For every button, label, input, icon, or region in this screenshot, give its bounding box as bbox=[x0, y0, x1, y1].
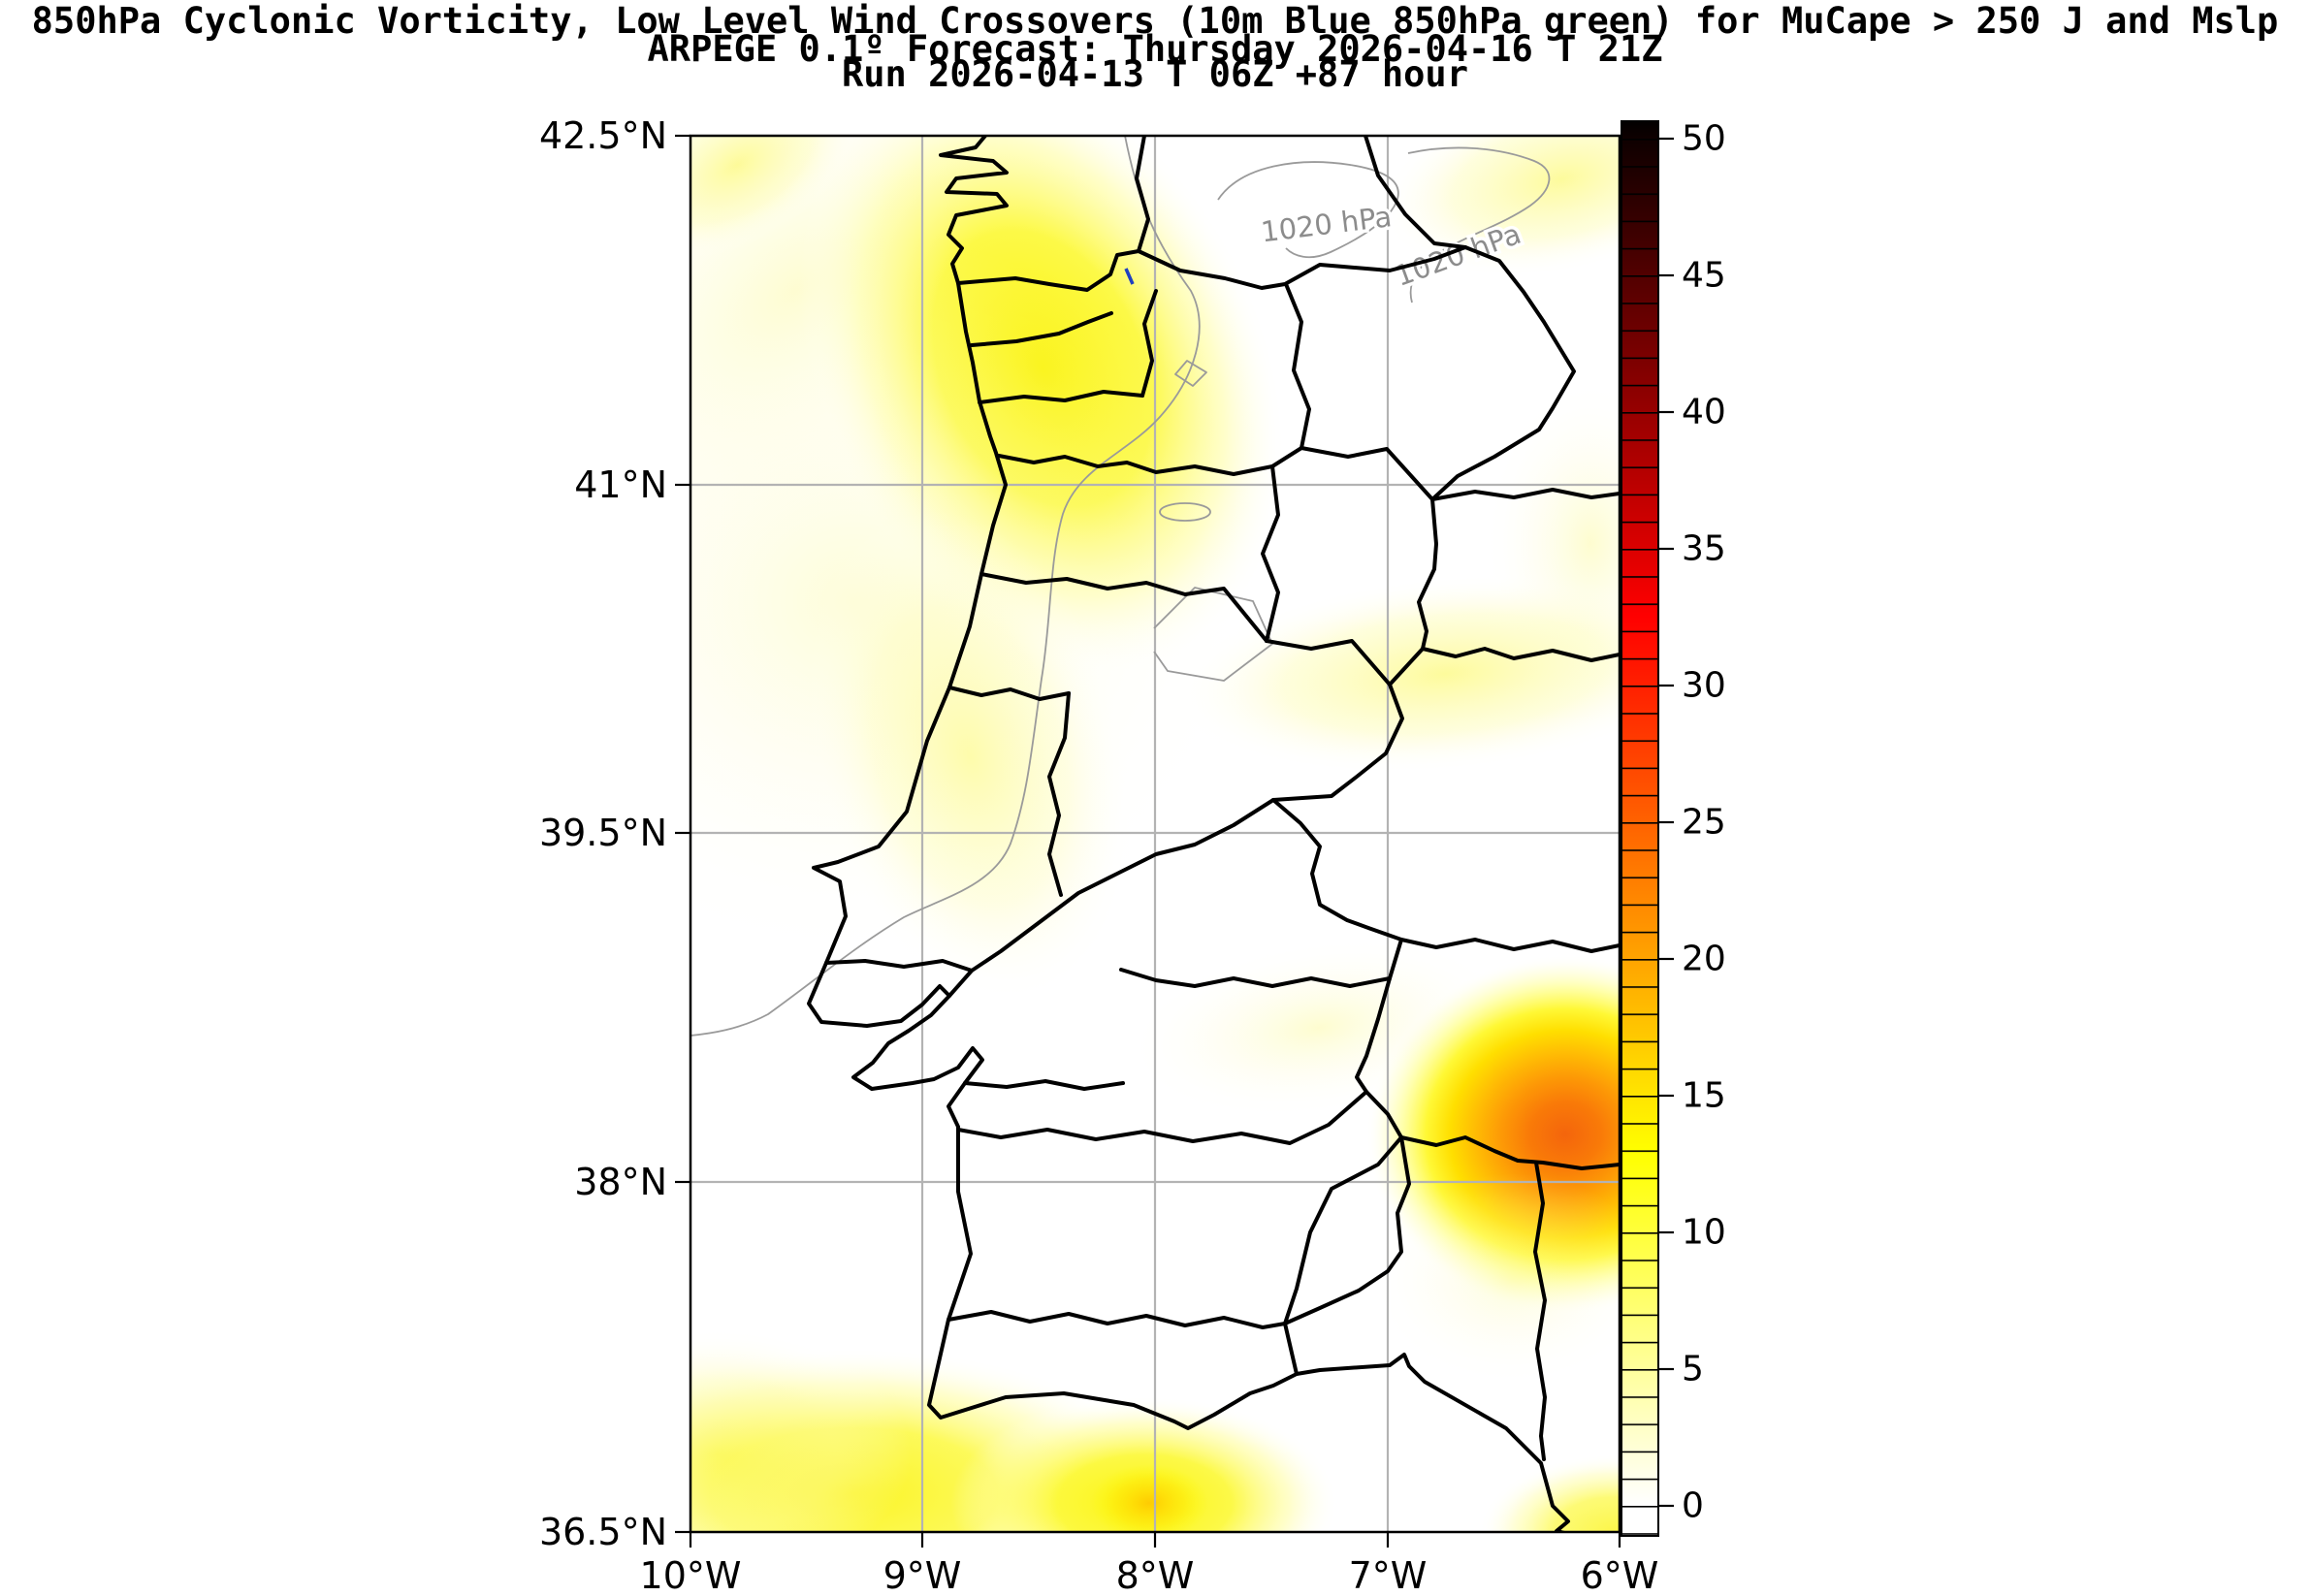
figure-title-line2: ARPEGE 0.1º Forecast: Thursday 2026-04-1… bbox=[648, 28, 1663, 70]
vorticity-blob-caceres-band bbox=[1173, 574, 1620, 774]
lat-label-41n: 41°N bbox=[574, 463, 667, 506]
isobar-island-small bbox=[1159, 502, 1211, 522]
lat-label-36-5n: 36.5°N bbox=[539, 1511, 667, 1553]
vorticity-blob-southwest-corner bbox=[690, 1328, 912, 1532]
colorbar-label-5: 5 bbox=[1682, 1350, 1704, 1389]
lon-label-7w: 7°W bbox=[1349, 1554, 1428, 1596]
lon-label-10w: 10°W bbox=[640, 1554, 742, 1596]
map-boundaries bbox=[807, 136, 1620, 1532]
colorbar-outline bbox=[1621, 120, 1659, 1537]
vorticity-blob-nw-corner bbox=[690, 136, 861, 261]
map-panel: 1020 hPa 1020 hPa bbox=[690, 136, 1620, 1532]
coastline bbox=[807, 136, 1570, 1532]
colorbar-label-10: 10 bbox=[1682, 1213, 1726, 1253]
figure-title-line1: 850hPa Cyclonic Vorticity, Low Level Win… bbox=[32, 0, 2279, 42]
colorbar-labels: 50 45 40 35 30 25 20 15 10 5 0 bbox=[1682, 119, 1726, 1526]
isobar-1020-loop-west bbox=[1217, 161, 1399, 259]
isobar-island-diamond bbox=[1174, 360, 1207, 387]
colorbar-label-50: 50 bbox=[1682, 119, 1726, 159]
latitude-axis: 42.5°N 41°N 39.5°N 38°N 36.5°N bbox=[539, 114, 690, 1553]
lat-label-38n: 38°N bbox=[574, 1161, 667, 1203]
longitude-axis: 10°W 9°W 8°W 7°W 6°W bbox=[640, 1532, 1659, 1596]
lat-label-42-5n: 42.5°N bbox=[539, 114, 667, 157]
lon-label-6w: 6°W bbox=[1581, 1554, 1659, 1596]
colorbar-label-30: 30 bbox=[1682, 666, 1726, 706]
colorbar-cell-lines bbox=[1621, 121, 1658, 1536]
colorbar-label-20: 20 bbox=[1682, 940, 1726, 979]
colorbar-label-45: 45 bbox=[1682, 256, 1726, 296]
vorticity-blob-coastal-strip bbox=[806, 509, 1134, 1004]
lon-label-9w: 9°W bbox=[883, 1554, 962, 1596]
colorbar-label-40: 40 bbox=[1682, 393, 1726, 432]
vorticity-blob-northeast bbox=[1380, 136, 1620, 277]
vorticity-blob-southeast-tail bbox=[1367, 1173, 1620, 1387]
colorbar-label-25: 25 bbox=[1682, 803, 1726, 843]
vorticity-blob-south-coast-center bbox=[950, 1396, 1338, 1532]
province-boundaries bbox=[1135, 136, 1620, 1461]
portugal-spain-border bbox=[956, 245, 1576, 1376]
figure-title-line3: Run 2026-04-13 T 06Z +87 hour bbox=[842, 53, 1468, 95]
colorbar-ticks bbox=[1658, 137, 1674, 1508]
colorbar-label-15: 15 bbox=[1682, 1076, 1726, 1116]
district-boundaries bbox=[824, 282, 1434, 1329]
colorbar-label-0: 0 bbox=[1682, 1486, 1704, 1526]
vorticity-blob-south-warm-core bbox=[1091, 1464, 1207, 1532]
figure-titles: 850hPa Cyclonic Vorticity, Low Level Win… bbox=[32, 0, 2279, 95]
wind-crossover-marker-10m bbox=[1124, 268, 1135, 285]
lon-label-8w: 8°W bbox=[1116, 1554, 1195, 1596]
colorbar-label-35: 35 bbox=[1682, 529, 1726, 569]
colorbar: 50 45 40 35 30 25 20 15 10 5 0 bbox=[1621, 119, 1726, 1537]
lat-label-39-5n: 39.5°N bbox=[539, 812, 667, 854]
graticule bbox=[690, 136, 1620, 1532]
